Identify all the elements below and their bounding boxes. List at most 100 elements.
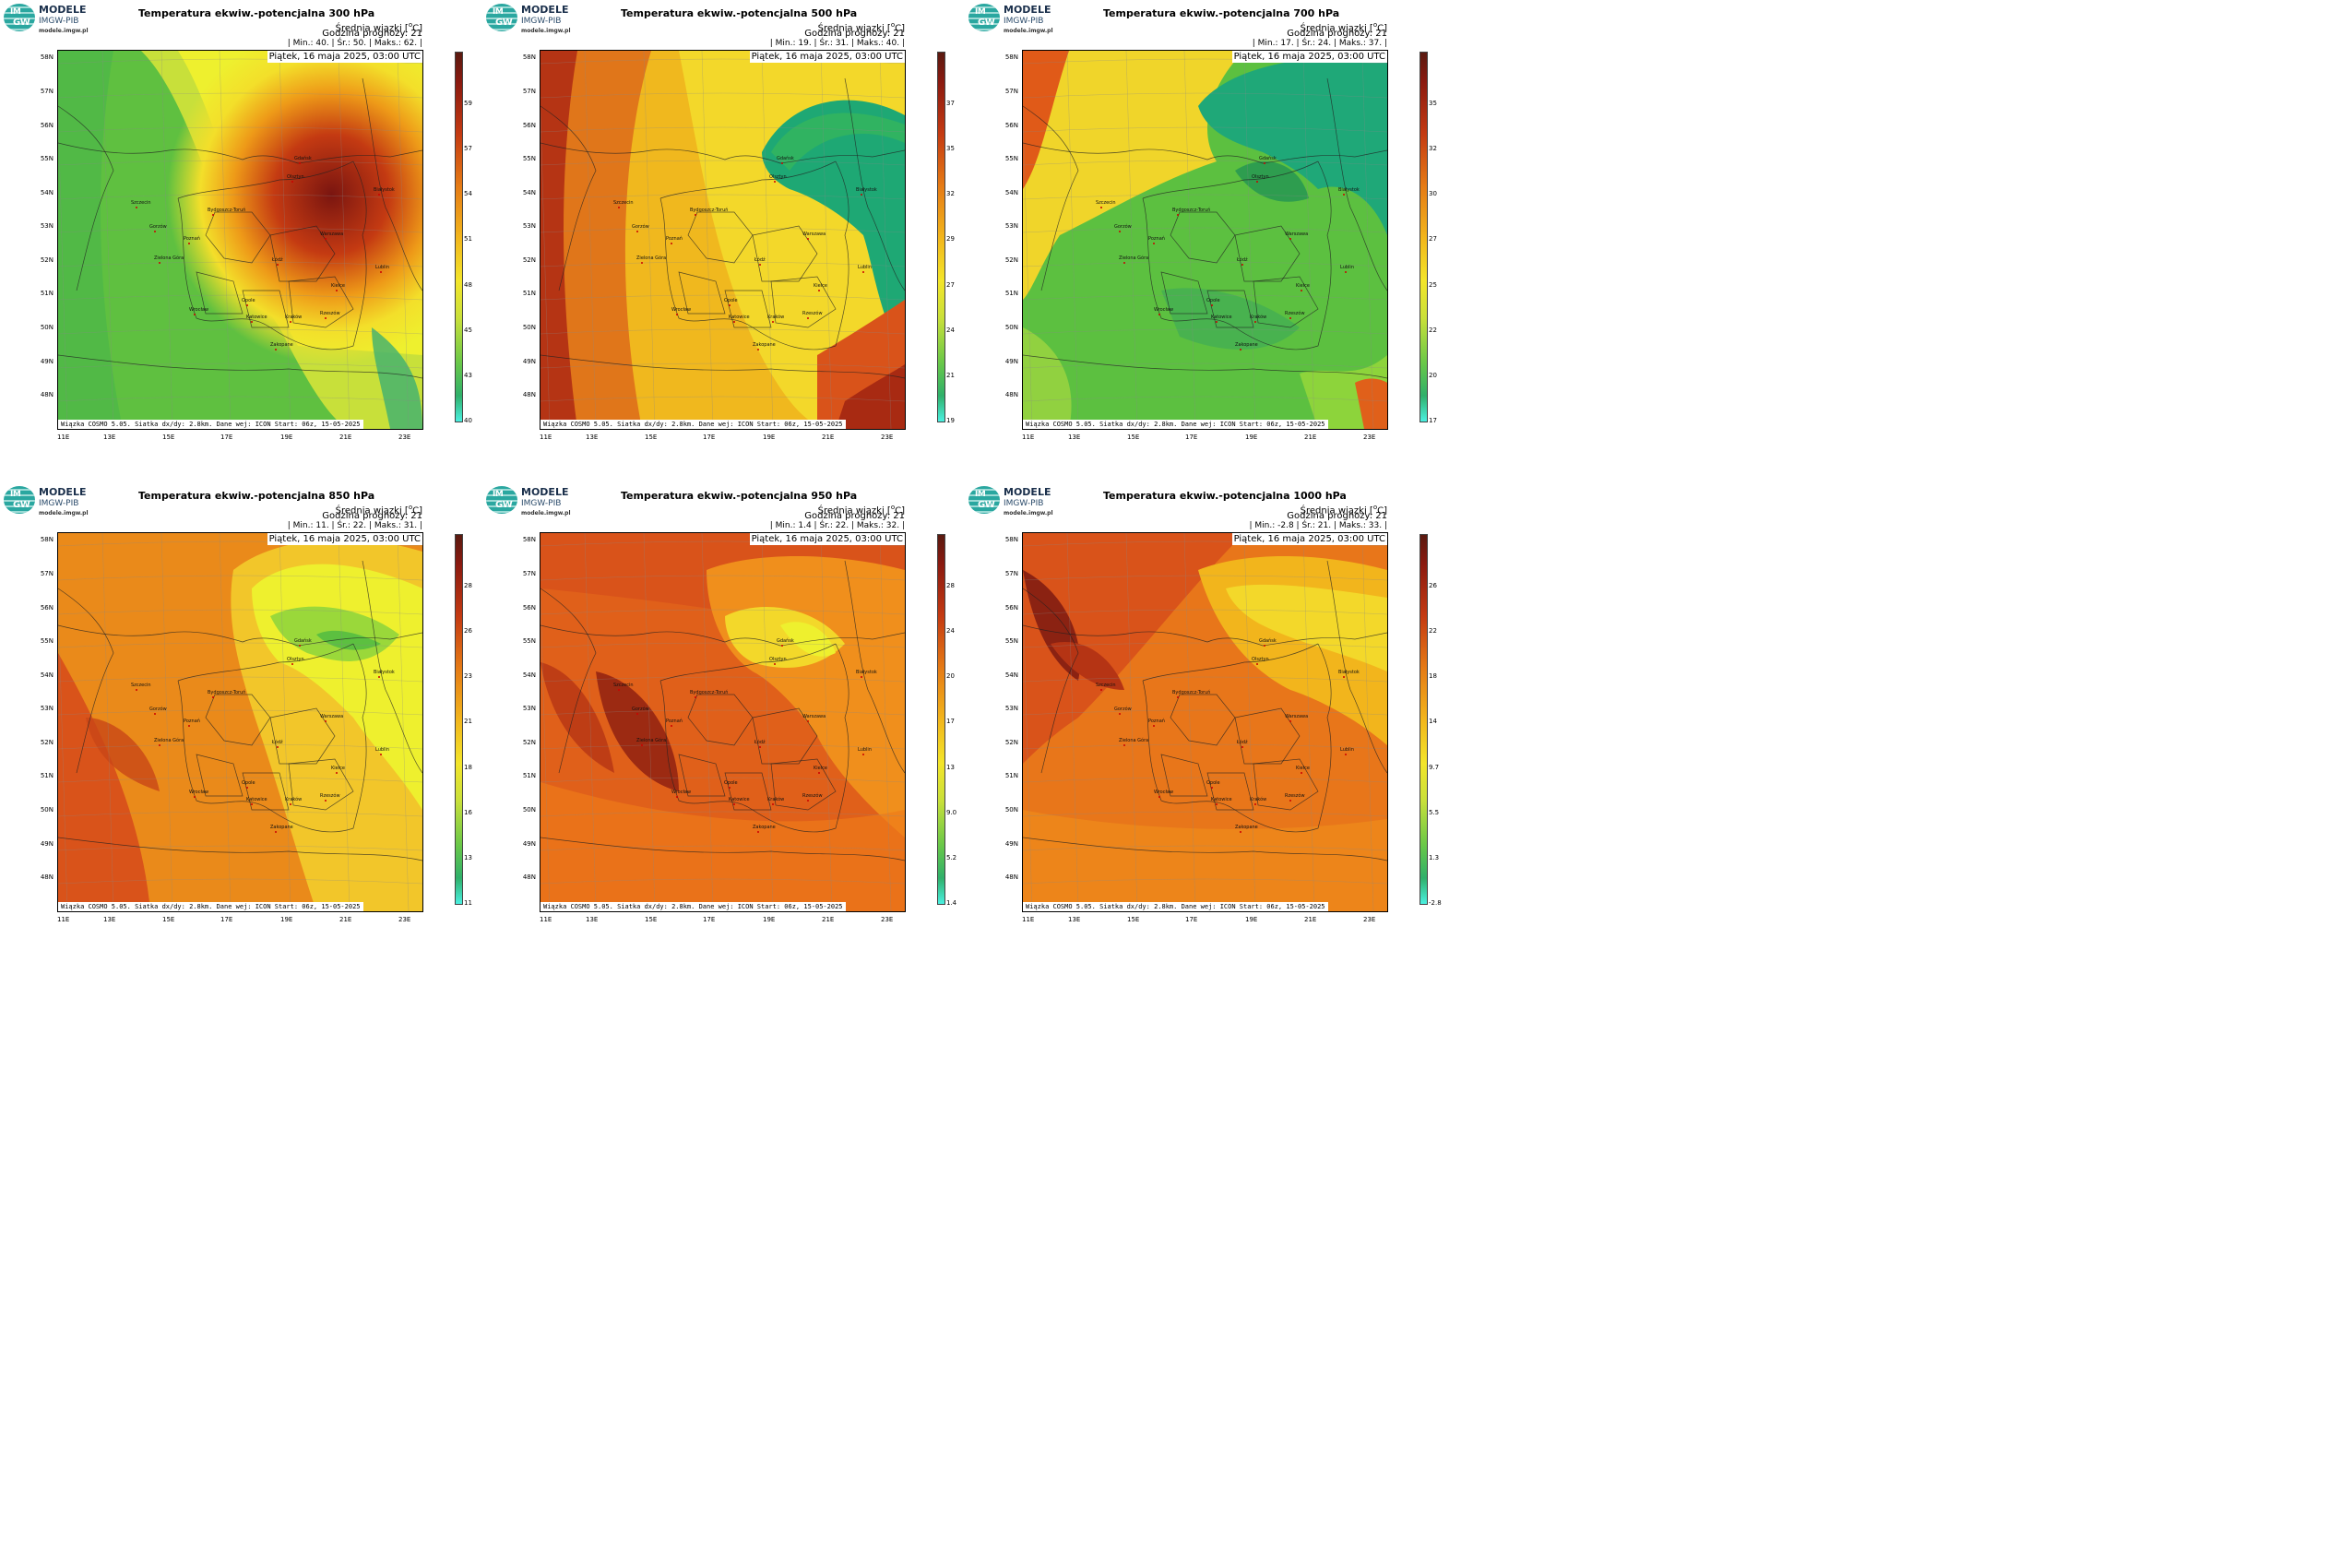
longitude-label: 17E [703, 434, 716, 441]
city-marker [325, 720, 327, 722]
border-line [844, 77, 905, 291]
city-label: Opole [242, 780, 255, 786]
graticule-line [279, 51, 291, 429]
brand-name: MODELE [39, 4, 87, 16]
brand-url[interactable]: modele.imgw.pl [39, 28, 89, 34]
city-marker [380, 271, 382, 273]
color-scale-tick: 54 [464, 190, 472, 198]
graticule-line [160, 533, 173, 911]
city-marker [1119, 713, 1121, 715]
longitude-label: 11E [1022, 434, 1035, 441]
graticule-line [397, 51, 410, 429]
city-marker [1264, 162, 1265, 164]
graticule-line [58, 261, 422, 267]
city-marker [291, 663, 293, 665]
city-label: Kraków [285, 797, 303, 802]
color-scale-tick: 24 [946, 326, 955, 334]
latitude-label: 57N [522, 88, 536, 95]
city-label: Zielona Góra [636, 255, 667, 261]
city-marker [380, 754, 382, 755]
graticule-line [58, 194, 422, 200]
brand-url[interactable]: modele.imgw.pl [39, 510, 89, 517]
brand-url[interactable]: modele.imgw.pl [1004, 28, 1053, 34]
color-scale-tick: 27 [1429, 235, 1437, 244]
map-area: Piątek, 16 maja 2025, 03:00 UTC Wiązka C… [57, 532, 423, 912]
city-marker [275, 831, 277, 833]
color-scale-tick: 21 [464, 718, 472, 726]
brand-url[interactable]: modele.imgw.pl [521, 28, 571, 34]
city-marker [1158, 796, 1160, 798]
city-label: Opole [242, 298, 255, 303]
graticule-line [58, 362, 422, 369]
city-label: Szczecin [1096, 683, 1116, 688]
units-label: Średnia wiązki [oC] [335, 21, 422, 34]
longitude-label: 19E [763, 434, 776, 441]
city-marker [290, 321, 291, 323]
map-area: Piątek, 16 maja 2025, 03:00 UTC Wiązka C… [540, 532, 906, 912]
brand-text: MODELE IMGW-PIB modele.imgw.pl [39, 486, 89, 517]
city-marker [136, 207, 137, 208]
city-marker [772, 803, 774, 805]
city-label: Kielce [814, 283, 827, 289]
imgw-logo-icon: IM GW [4, 4, 35, 31]
latitude-label: 51N [522, 290, 536, 297]
border-line [659, 160, 849, 350]
brand-url[interactable]: modele.imgw.pl [1004, 510, 1053, 517]
city-label: Warszawa [320, 714, 344, 719]
latitude-label: 49N [1004, 840, 1018, 848]
city-marker [136, 689, 137, 691]
graticule-line [701, 533, 714, 911]
border-line [1170, 694, 1236, 746]
latitude-label: 58N [522, 536, 536, 543]
longitude-label: 15E [1127, 434, 1140, 441]
city-marker [781, 645, 783, 647]
border-line [687, 694, 754, 746]
color-scale-tick: 5.5 [1429, 808, 1440, 816]
city-label: Kielce [1296, 766, 1310, 771]
latitude-label: 48N [1004, 873, 1018, 881]
border-line [540, 624, 905, 647]
latitude-label: 48N [1004, 391, 1018, 398]
graticule-line [58, 709, 422, 716]
city-label: Gdańsk [1259, 156, 1277, 161]
brand-text: MODELE IMGW-PIB modele.imgw.pl [521, 486, 571, 517]
city-label: Gorzów [632, 707, 649, 712]
model-footer: Wiązka COSMO 5.05. Siatka dx/dy: 2.8km. … [1023, 902, 1328, 911]
city-label: Białystok [374, 187, 395, 193]
borders-overlay [58, 51, 422, 429]
city-marker [246, 787, 248, 789]
city-marker [277, 746, 279, 748]
border-line [752, 225, 818, 282]
graticule-line [584, 51, 597, 429]
brand-org: IMGW-PIB [1004, 17, 1044, 26]
latitude-label: 50N [522, 324, 536, 331]
borders-overlay [1023, 533, 1387, 911]
brand-url[interactable]: modele.imgw.pl [521, 510, 571, 517]
city-label: Zielona Góra [636, 738, 667, 743]
border-line [242, 290, 290, 328]
color-scale-bar [455, 52, 463, 422]
city-marker [729, 304, 731, 306]
graticule-line [540, 743, 905, 750]
city-marker [1119, 231, 1121, 232]
longitude-label: 17E [220, 916, 233, 923]
map-title: Temperatura ekwiw.-potencjalna 500 hPa [621, 7, 858, 19]
color-scale-tick: 1.3 [1429, 853, 1440, 861]
city-marker [636, 713, 638, 715]
city-label: Gdańsk [294, 156, 312, 161]
latitude-label: 54N [522, 671, 536, 679]
city-label: Szczecin [613, 200, 634, 206]
city-marker [807, 238, 809, 240]
brand-text: MODELE IMGW-PIB modele.imgw.pl [39, 4, 89, 34]
graticule-line [643, 51, 656, 429]
city-label: Bydgoszcz-Toruń [208, 690, 246, 695]
city-label: Lublin [858, 747, 872, 753]
city-marker [299, 162, 301, 164]
city-marker [212, 214, 214, 216]
city-marker [671, 725, 672, 727]
border-line [540, 837, 905, 861]
city-label: Rzeszów [320, 311, 340, 316]
latitude-label: 56N [1004, 122, 1018, 129]
longitude-label: 17E [1185, 916, 1198, 923]
latitude-label: 53N [1004, 705, 1018, 712]
